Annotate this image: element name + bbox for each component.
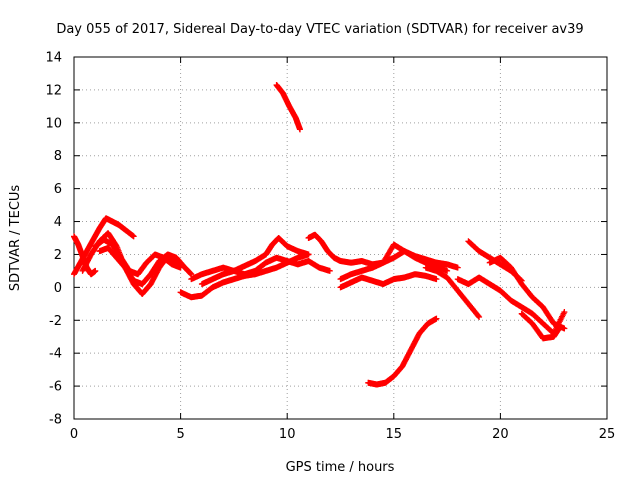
x-tick-label: 5 xyxy=(176,427,184,442)
series-arc-13 xyxy=(369,241,461,271)
data-point xyxy=(557,323,564,330)
series-arc-18 xyxy=(486,254,568,332)
data-point xyxy=(296,126,303,133)
x-axis-label: GPS time / hours xyxy=(286,460,395,475)
series-arc-10 xyxy=(305,231,387,268)
x-tick-label: 0 xyxy=(70,427,78,442)
y-tick-label: 6 xyxy=(54,182,62,197)
series-arc-8 xyxy=(198,235,312,288)
chart-title: Day 055 of 2017, Sidereal Day-to-day VTE… xyxy=(56,22,583,37)
x-tick-label: 20 xyxy=(492,427,509,442)
series-arc-14 xyxy=(365,315,440,388)
y-tick-label: -8 xyxy=(49,413,62,428)
y-tick-label: 8 xyxy=(54,149,62,164)
series-arc-15 xyxy=(422,264,483,320)
data-point xyxy=(433,315,440,322)
y-tick-label: -4 xyxy=(49,347,62,362)
data-point xyxy=(475,313,482,320)
series-arc-2 xyxy=(71,233,99,278)
y-tick-label: 14 xyxy=(45,51,62,66)
data-point xyxy=(454,264,461,271)
series-arc-12 xyxy=(337,271,440,291)
data-point xyxy=(326,267,333,274)
data-point xyxy=(561,309,568,316)
y-tick-label: 0 xyxy=(54,281,62,296)
axis-ticks: 0 5 10 15 20 25 -8 -6 -4 -2 0 2 4 6 8 10 12 14 xyxy=(45,51,615,443)
y-tick-label: 4 xyxy=(54,215,62,230)
x-tick-label: 15 xyxy=(386,427,403,442)
x-tick-label: 10 xyxy=(279,427,296,442)
y-tick-label: 10 xyxy=(45,116,62,131)
data-point xyxy=(92,267,99,274)
x-tick-label: 25 xyxy=(599,427,616,442)
series-arc-5 xyxy=(96,244,195,288)
series-arc-19 xyxy=(518,310,564,342)
data-point xyxy=(444,267,451,274)
series-arc-4 xyxy=(92,236,184,278)
data-point xyxy=(476,313,483,320)
series-arc-9 xyxy=(273,81,303,133)
y-tick-label: -2 xyxy=(49,314,62,329)
y-tick-label: -6 xyxy=(49,380,62,395)
y-axis-label: SDTVAR / TECUs xyxy=(8,185,23,292)
series-arc-17 xyxy=(454,274,568,337)
data-points xyxy=(71,81,568,388)
data-point xyxy=(305,251,312,258)
data-point xyxy=(433,276,440,283)
y-tick-label: 2 xyxy=(54,248,62,263)
series-arc-1 xyxy=(71,215,137,278)
y-tick-label: 12 xyxy=(45,83,62,98)
data-point xyxy=(130,233,137,240)
data-point xyxy=(561,325,568,332)
